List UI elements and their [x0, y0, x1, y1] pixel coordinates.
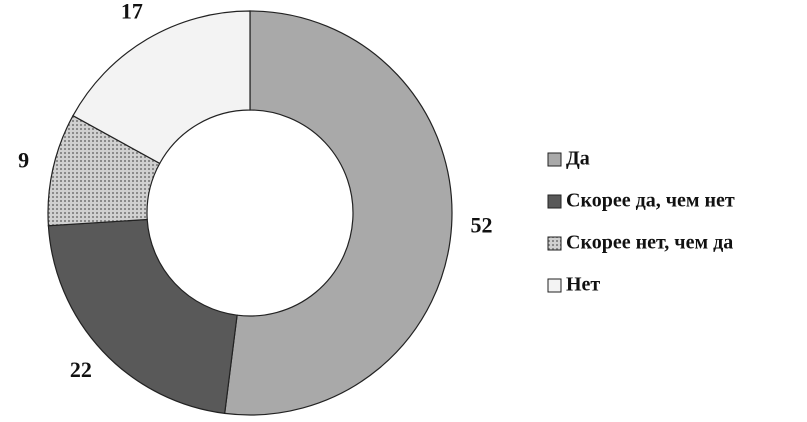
legend-label: Нет [566, 274, 600, 296]
donut-slice [224, 10, 453, 416]
legend-label: Да [566, 148, 590, 170]
legend-swatch [547, 152, 562, 167]
data-label: 22 [70, 357, 92, 382]
donut-slice [72, 10, 251, 165]
legend-swatch [547, 194, 562, 209]
data-label: 9 [18, 147, 29, 172]
legend-label: Скорее нет, чем да [566, 232, 733, 254]
donut-slice [47, 218, 238, 415]
legend-label: Скорее да, чем нет [566, 190, 735, 212]
data-label: 52 [471, 213, 493, 238]
legend-swatch [547, 236, 562, 251]
legend-swatch [547, 278, 562, 293]
data-label: 17 [121, 0, 143, 23]
